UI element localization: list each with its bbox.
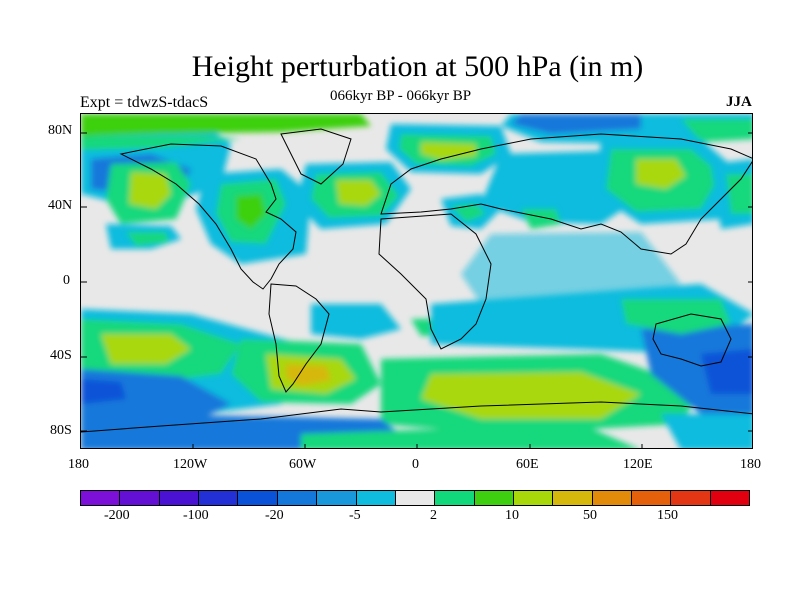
contour-band-arctic-top xyxy=(81,114,371,136)
lon-label-180e: 180 xyxy=(740,457,761,472)
colorbar-label: 150 xyxy=(657,508,678,523)
colorbar-swatch xyxy=(632,491,672,505)
lon-label-120e: 120E xyxy=(623,457,653,472)
colorbar-label: -200 xyxy=(104,508,130,523)
colorbar-label: -20 xyxy=(265,508,284,523)
contour-band-s-atlantic xyxy=(311,304,401,339)
contour-band-antarctic-east xyxy=(661,414,752,448)
colorbar-label: -5 xyxy=(349,508,361,523)
colorbar-label: 10 xyxy=(505,508,519,523)
contour-band-se-pacific-deep xyxy=(81,379,126,404)
contour-band-arctic-top-edge xyxy=(81,136,241,150)
coastline-africa xyxy=(378,213,492,350)
colorbar-swatch xyxy=(317,491,357,505)
coastline-antarctica xyxy=(81,401,752,433)
contour-band-n-america-core xyxy=(236,194,266,229)
contour-band-pacific-mid-core xyxy=(126,232,169,246)
coastlines xyxy=(81,128,752,433)
colorbar-label: 50 xyxy=(583,508,597,523)
contour-band-south-indian-yellow xyxy=(421,372,641,419)
lat-label-0: 0 xyxy=(63,273,70,288)
lon-label-0: 0 xyxy=(412,457,419,472)
lat-label-40n: 40N xyxy=(48,198,73,213)
map-subtitle: 066kyr BP - 066kyr BP xyxy=(330,88,472,104)
coastline-greenland xyxy=(280,128,352,185)
colorbar-swatch xyxy=(592,491,633,505)
colorbar-swatch xyxy=(671,491,711,505)
colorbar-swatch xyxy=(159,491,200,505)
colorbar-swatch xyxy=(238,491,278,505)
colorbar-swatch xyxy=(81,491,121,505)
contour-band-indian-ocean xyxy=(461,232,681,304)
contour-band-antarctic-green xyxy=(301,424,637,448)
contour-band-east-siberia-green xyxy=(681,119,752,142)
contour-band-arabia xyxy=(521,209,561,229)
lat-label-80s: 80S xyxy=(50,423,72,438)
contour-band-pacific-ne-core xyxy=(129,172,171,209)
colorbar-swatch xyxy=(513,491,554,505)
colorbar-swatch xyxy=(277,491,318,505)
season-label: JJA xyxy=(726,94,752,110)
contour-band-siberia-north-core xyxy=(511,114,641,134)
coastline-australia xyxy=(652,313,732,367)
colorbar-label: 2 xyxy=(430,508,437,523)
contour-band-mideast-core xyxy=(451,204,486,222)
contour-band-nw-pacific-inner xyxy=(726,174,752,214)
contour-band-australia-east-deep xyxy=(701,349,752,394)
colorbar-swatch xyxy=(199,491,239,505)
contour-band-east-asia-core xyxy=(636,159,686,189)
colorbar-swatch xyxy=(356,491,396,505)
colorbar-swatch xyxy=(435,491,475,505)
experiment-label: Expt = tdwzS-tdacS xyxy=(80,94,209,111)
lon-label-120w: 120W xyxy=(173,457,208,472)
contour-band-south-america-core xyxy=(286,364,331,386)
frame-ticks xyxy=(81,132,752,448)
colorbar-swatch xyxy=(395,491,436,505)
colorbar-swatch xyxy=(120,491,160,505)
lon-label-60w: 60W xyxy=(289,457,317,472)
map-panel xyxy=(80,113,753,449)
coastline-eurasia xyxy=(380,133,752,255)
coastline-north-america xyxy=(119,143,297,290)
map-title: Height perturbation at 500 hPa (in m) xyxy=(191,50,644,83)
lon-label-180w: 180 xyxy=(68,457,89,472)
lat-label-40s: 40S xyxy=(50,348,72,363)
colorbar-label: -100 xyxy=(183,508,209,523)
colorbar-swatch xyxy=(553,491,593,505)
contour-map xyxy=(81,114,752,448)
colorbar-swatch xyxy=(710,491,750,505)
coastline-south-america xyxy=(268,283,330,393)
contour-band-atlantic-core xyxy=(336,180,381,206)
colorbar-swatch xyxy=(474,491,514,505)
lat-label-80n: 80N xyxy=(48,123,73,138)
lon-label-60e: 60E xyxy=(516,457,539,472)
contour-band-scandinavia-core xyxy=(421,142,476,160)
contour-fields xyxy=(81,114,752,448)
colorbar xyxy=(80,490,750,506)
contour-band-australia-green xyxy=(621,299,731,334)
contour-band-south-pacific-yellow xyxy=(101,334,191,364)
